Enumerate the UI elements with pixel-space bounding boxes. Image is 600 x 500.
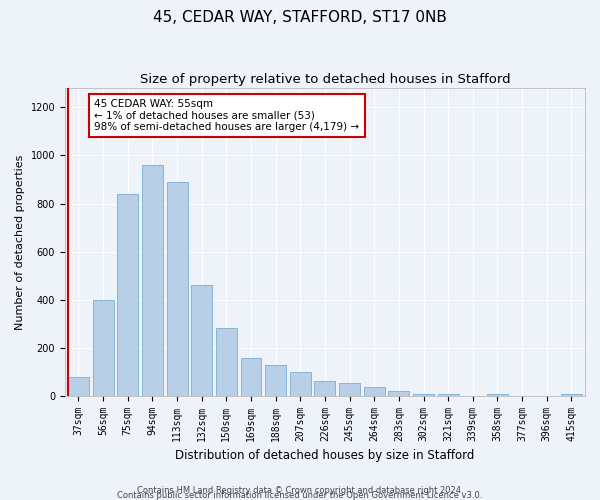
Bar bbox=[92, 300, 113, 396]
X-axis label: Distribution of detached houses by size in Stafford: Distribution of detached houses by size … bbox=[175, 450, 475, 462]
Y-axis label: Number of detached properties: Number of detached properties bbox=[15, 154, 25, 330]
Bar bbox=[487, 394, 508, 396]
Bar bbox=[241, 358, 262, 396]
Bar bbox=[339, 383, 360, 396]
Bar bbox=[216, 328, 237, 396]
Text: Contains HM Land Registry data © Crown copyright and database right 2024.: Contains HM Land Registry data © Crown c… bbox=[137, 486, 463, 495]
Bar bbox=[191, 286, 212, 396]
Text: 45 CEDAR WAY: 55sqm
← 1% of detached houses are smaller (53)
98% of semi-detache: 45 CEDAR WAY: 55sqm ← 1% of detached hou… bbox=[94, 99, 359, 132]
Bar bbox=[561, 394, 582, 396]
Bar bbox=[314, 380, 335, 396]
Bar bbox=[142, 165, 163, 396]
Bar bbox=[167, 182, 188, 396]
Bar bbox=[364, 386, 385, 396]
Bar bbox=[117, 194, 138, 396]
Bar bbox=[388, 392, 409, 396]
Title: Size of property relative to detached houses in Stafford: Size of property relative to detached ho… bbox=[140, 72, 510, 86]
Bar bbox=[413, 394, 434, 396]
Bar bbox=[265, 365, 286, 396]
Bar bbox=[438, 394, 458, 396]
Text: Contains public sector information licensed under the Open Government Licence v3: Contains public sector information licen… bbox=[118, 491, 482, 500]
Bar bbox=[290, 372, 311, 396]
Text: 45, CEDAR WAY, STAFFORD, ST17 0NB: 45, CEDAR WAY, STAFFORD, ST17 0NB bbox=[153, 10, 447, 25]
Bar bbox=[68, 377, 89, 396]
